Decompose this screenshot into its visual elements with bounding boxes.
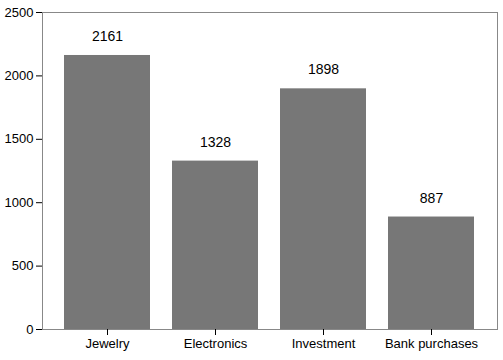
svg-text:Electronics: Electronics <box>184 336 248 351</box>
svg-text:2161: 2161 <box>92 28 123 44</box>
svg-text:1328: 1328 <box>200 134 231 150</box>
svg-text:1500: 1500 <box>5 131 34 146</box>
svg-text:887: 887 <box>420 190 444 206</box>
svg-text:1898: 1898 <box>308 61 339 77</box>
svg-text:2000: 2000 <box>5 68 34 83</box>
svg-text:0: 0 <box>26 322 33 337</box>
svg-text:Bank purchases: Bank purchases <box>385 336 479 351</box>
svg-text:1000: 1000 <box>5 195 34 210</box>
svg-text:500: 500 <box>12 258 34 273</box>
svg-text:Jewelry: Jewelry <box>85 336 130 351</box>
svg-text:Investment: Investment <box>292 336 356 351</box>
svg-text:2500: 2500 <box>5 5 34 20</box>
